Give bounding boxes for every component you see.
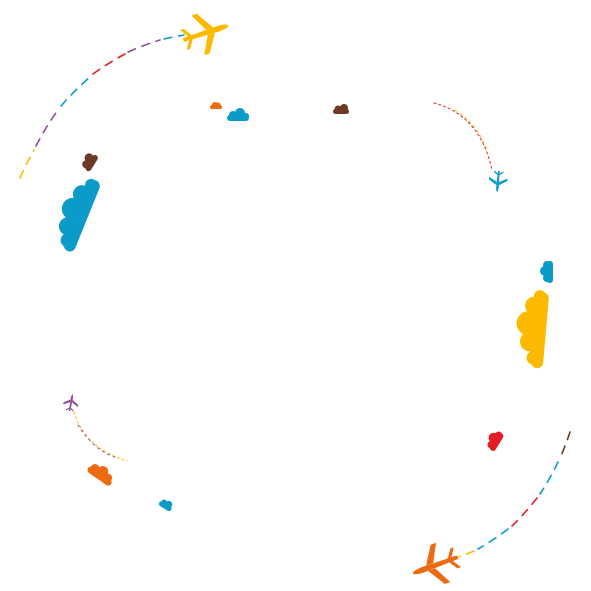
cloud-icon-blue-right — [540, 261, 553, 283]
dotted-flight-path-right — [433, 102, 493, 171]
cloud-icon-red — [487, 431, 504, 451]
cloud-icon-orange-top — [210, 102, 222, 109]
dashed-flight-path-top — [19, 34, 185, 179]
dotted-flight-path-left — [73, 411, 128, 462]
dashed-flight-path-bottom — [457, 431, 571, 558]
cloud-icon-blue-large — [58, 178, 100, 252]
cloud-icon-blue-top — [227, 108, 249, 121]
cloud-icon-brown-left — [82, 153, 98, 172]
plane-icon-top — [176, 5, 235, 60]
plane-icon-right — [487, 170, 509, 193]
cloud-icon-blue-bottom — [158, 499, 173, 512]
plane-icon-bottom — [405, 537, 465, 591]
plane-icon-left — [62, 392, 80, 413]
cloud-icon-brown-top — [333, 104, 349, 114]
cloud-icon-orange-left — [87, 464, 113, 486]
cloud-icon-yellow-large — [516, 290, 549, 369]
